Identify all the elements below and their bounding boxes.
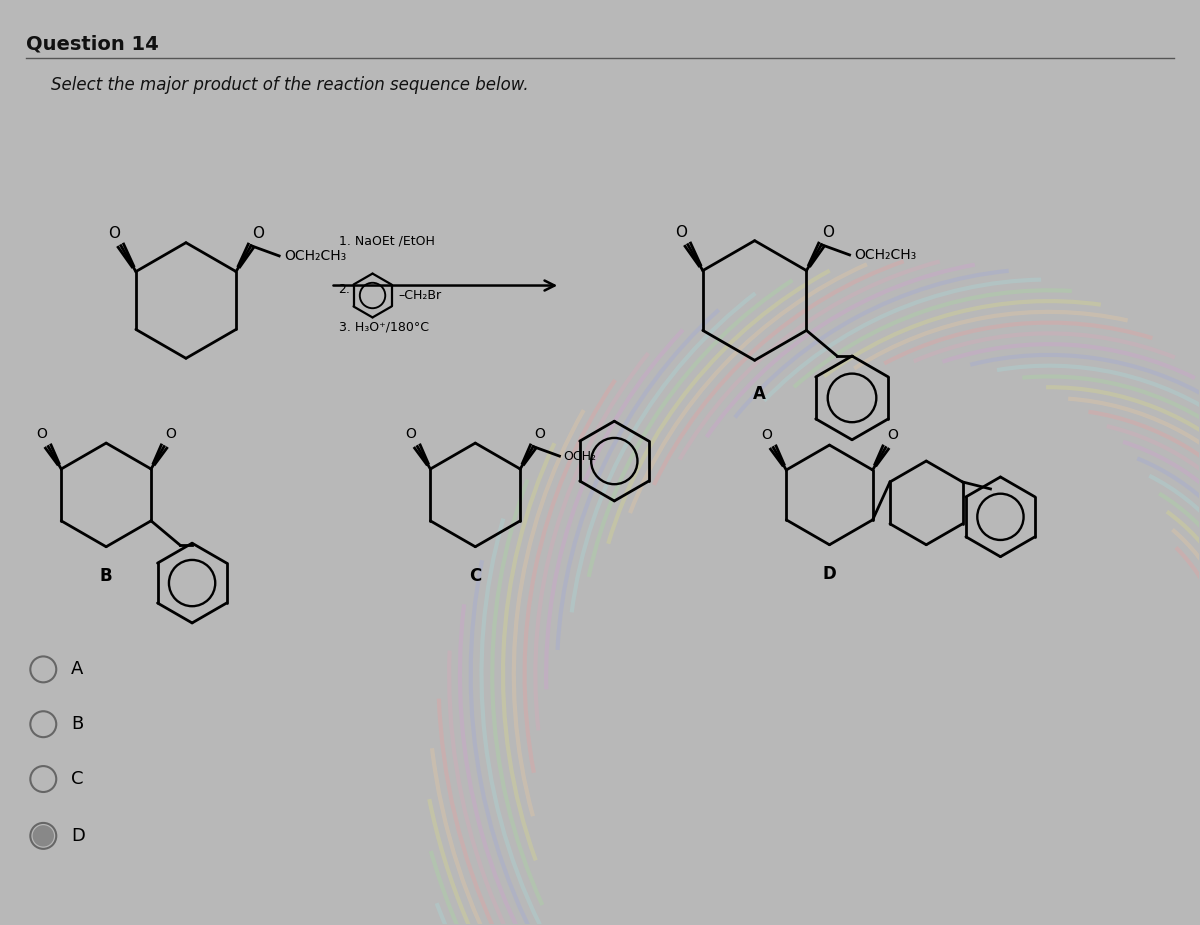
- Text: O: O: [761, 428, 772, 442]
- Text: 3. H₃O⁺/180°C: 3. H₃O⁺/180°C: [338, 321, 428, 334]
- Text: O: O: [887, 428, 898, 442]
- Text: Select the major product of the reaction sequence below.: Select the major product of the reaction…: [52, 76, 529, 94]
- Text: A: A: [754, 385, 766, 403]
- Circle shape: [34, 826, 53, 845]
- Text: OCH₂: OCH₂: [564, 450, 596, 462]
- Text: O: O: [674, 225, 686, 241]
- Text: Question 14: Question 14: [26, 34, 160, 54]
- Text: O: O: [166, 427, 176, 441]
- Text: –CH₂Br: –CH₂Br: [398, 289, 442, 302]
- Text: D: D: [822, 564, 836, 583]
- Text: B: B: [100, 567, 113, 585]
- Text: C: C: [71, 770, 84, 788]
- Text: OCH₂CH₃: OCH₂CH₃: [284, 249, 347, 263]
- Text: B: B: [71, 715, 84, 734]
- Text: O: O: [36, 427, 47, 441]
- Text: 2.: 2.: [338, 283, 350, 296]
- Text: O: O: [252, 226, 264, 241]
- Text: 1. NaOEt /EtOH: 1. NaOEt /EtOH: [338, 235, 434, 248]
- Text: O: O: [108, 226, 120, 241]
- Text: OCH₂CH₃: OCH₂CH₃: [854, 248, 917, 262]
- Text: O: O: [404, 427, 416, 441]
- Text: C: C: [469, 567, 481, 585]
- Text: O: O: [535, 427, 546, 441]
- Text: O: O: [822, 225, 834, 241]
- Text: D: D: [71, 827, 85, 845]
- Text: A: A: [71, 660, 84, 678]
